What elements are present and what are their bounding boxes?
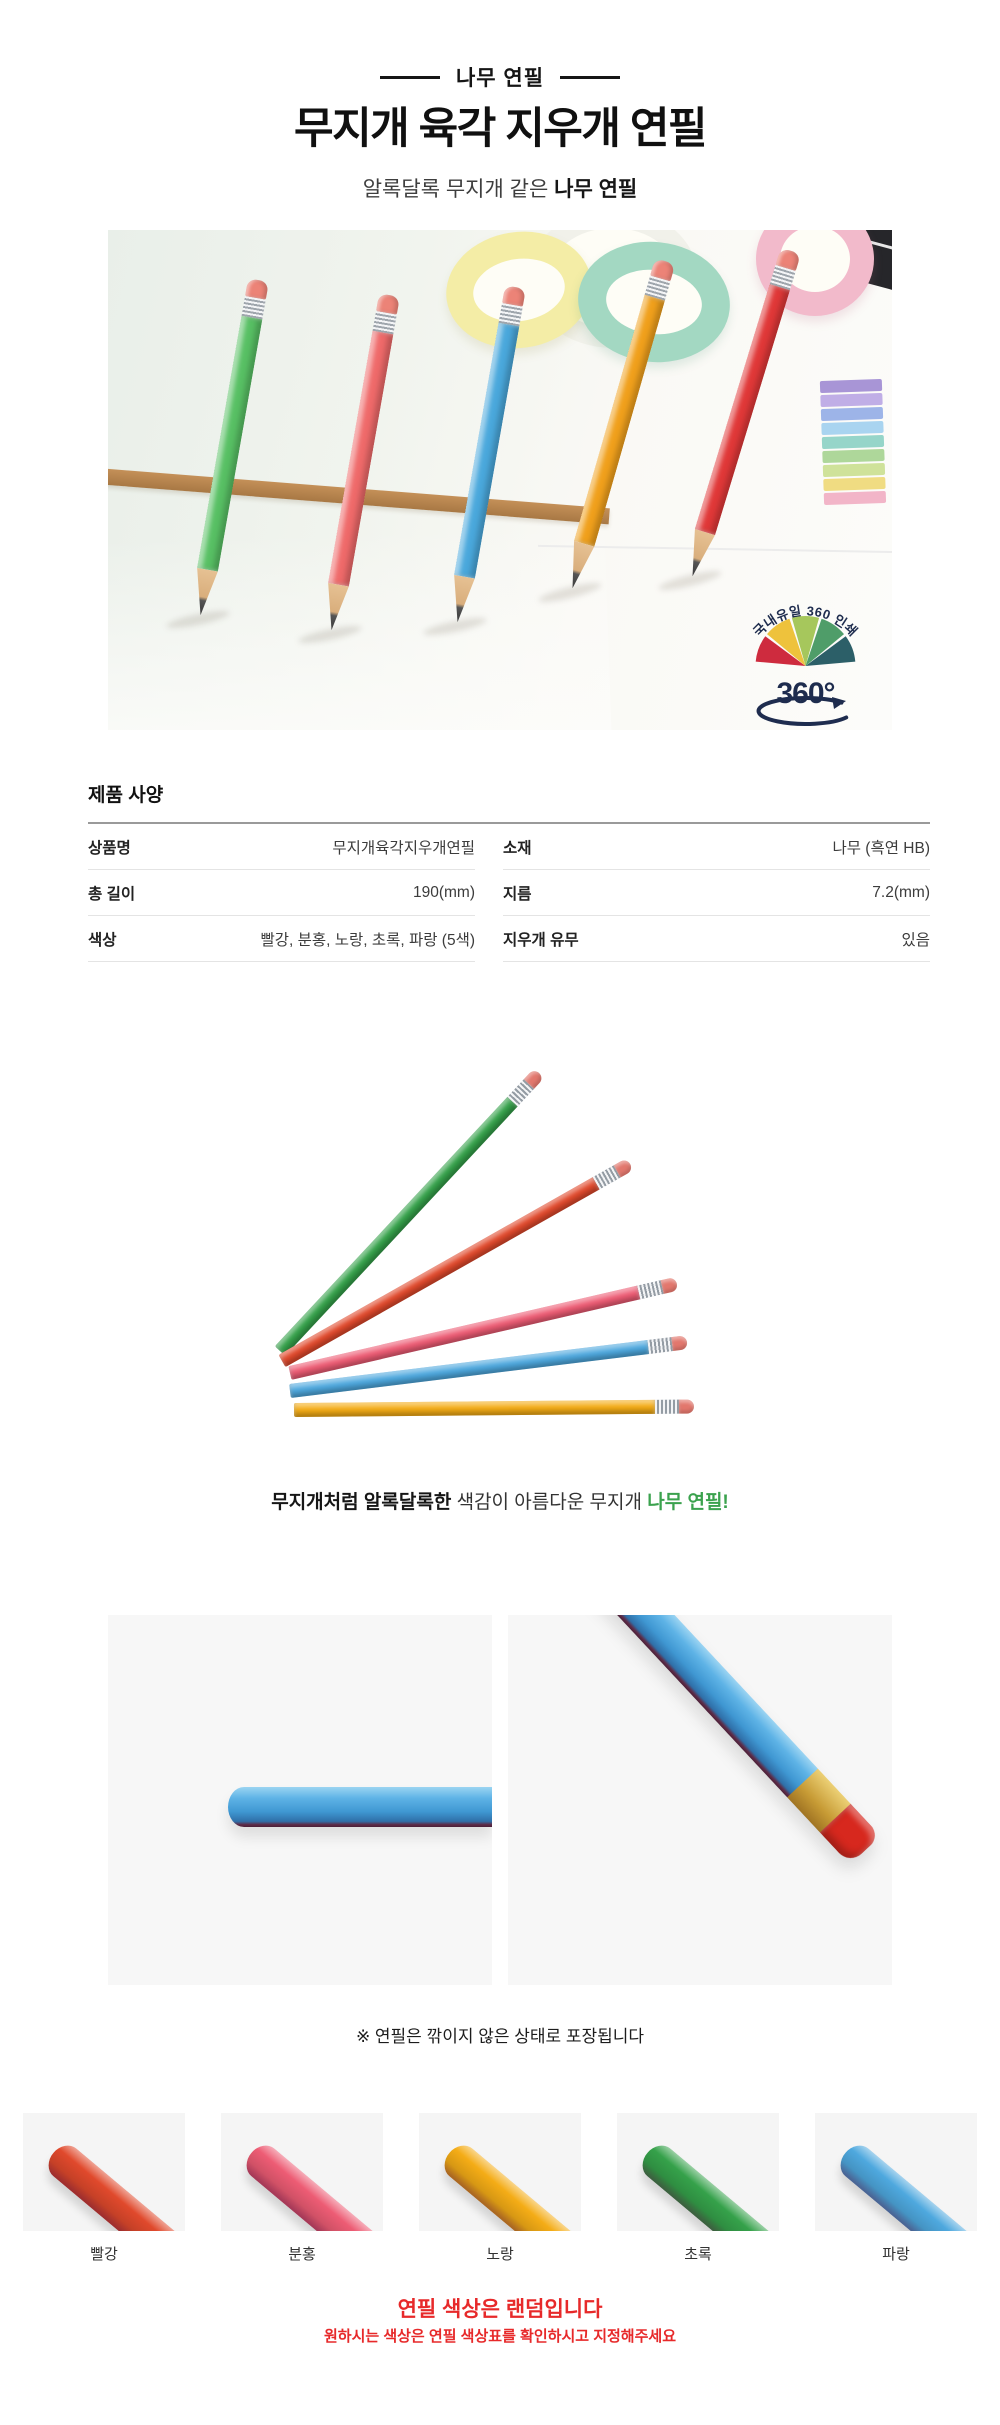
fanned-pencils-image bbox=[250, 1046, 750, 1466]
badge-rotation-arrow bbox=[756, 695, 849, 726]
spec-value: 있음 bbox=[901, 931, 930, 949]
pencil-swatch bbox=[437, 2139, 581, 2231]
color-label: 노랑 bbox=[486, 2246, 514, 2263]
spec-label: 총 길이 bbox=[88, 885, 136, 903]
fan-caption: 무지개처럼 알록달록한 색감이 아름다운 무지개 나무 연필! bbox=[0, 1487, 1000, 1514]
pencil-eraser bbox=[660, 1276, 679, 1294]
category-eyebrow: 나무 연필 bbox=[0, 62, 1000, 92]
sticky-tab bbox=[819, 378, 883, 394]
spec-row: 색상 빨강, 분홍, 노랑, 초록, 파랑 (5색) 지우개 유무 있음 bbox=[88, 916, 930, 962]
color-label: 파랑 bbox=[882, 2246, 910, 2263]
spec-value: 190(mm) bbox=[412, 883, 475, 901]
spec-value: 나무 (흑연 HB) bbox=[832, 839, 930, 857]
badge-360-print: 국내유일 360 인쇄 360° bbox=[750, 603, 860, 726]
color-label: 분홍 bbox=[288, 2246, 316, 2263]
swatch-tile-blue bbox=[815, 2113, 977, 2231]
sticky-tab bbox=[822, 448, 885, 464]
pencil-body bbox=[293, 1399, 656, 1417]
spec-label: 소재 bbox=[503, 839, 532, 857]
pencil-eraser bbox=[671, 1335, 688, 1352]
caption-bold: 무지개처럼 알록달록한 bbox=[271, 1492, 452, 1513]
pencil-swatch bbox=[239, 2139, 383, 2231]
sticky-index-tabs bbox=[819, 378, 887, 507]
pencil-swatch bbox=[41, 2139, 185, 2231]
badge-wedge-lightgreen bbox=[791, 616, 820, 666]
pencil-ferrule bbox=[654, 1399, 680, 1414]
spec-label: 상품명 bbox=[88, 839, 131, 857]
random-color-notice: 연필 색상은 랜덤입니다 bbox=[397, 2298, 603, 2321]
color-swatch-row bbox=[0, 2113, 1000, 2231]
pencil-body bbox=[555, 1615, 818, 1798]
badge-wedge-teal bbox=[805, 636, 856, 666]
fan-pencil-yellow bbox=[293, 1399, 695, 1417]
blue-pencil-eraser-end bbox=[555, 1615, 881, 1865]
badge-wedge-red bbox=[755, 636, 806, 666]
pencil-eraser bbox=[678, 1399, 695, 1414]
eyebrow-label: 나무 연필 bbox=[455, 67, 545, 90]
subtitle-regular: 알록달록 무지개 같은 bbox=[362, 178, 555, 201]
spec-row: 총 길이 190(mm) 지름 7.2(mm) bbox=[88, 870, 930, 916]
blue-pencil-blunt-end bbox=[228, 1787, 492, 1827]
packaging-note: ※ 연필은 깎이지 않은 상태로 포장됩니다 bbox=[355, 2027, 645, 2046]
spec-label: 지름 bbox=[503, 885, 532, 903]
sticky-tab bbox=[821, 434, 885, 450]
eyebrow-dash-right bbox=[560, 75, 621, 79]
fan-pencil-green bbox=[274, 1068, 545, 1356]
sticky-tab bbox=[820, 392, 883, 408]
spec-label: 색상 bbox=[88, 931, 117, 949]
sticky-tab bbox=[823, 490, 887, 506]
pencil-ferrule bbox=[647, 1337, 673, 1354]
sticky-tab bbox=[823, 476, 886, 492]
pencil-body bbox=[274, 1096, 518, 1356]
spec-value: 빨강, 분홍, 노랑, 초록, 파랑 (5색) bbox=[260, 931, 475, 949]
badge-wedge-yellow bbox=[767, 618, 806, 666]
badge-arrowhead bbox=[832, 697, 846, 709]
specs-divider bbox=[88, 822, 930, 824]
fan-pencil-blue bbox=[289, 1335, 688, 1398]
pencil-body bbox=[289, 1340, 650, 1398]
spec-row: 상품명 무지개육각지우개연필 소재 나무 (흑연 HB) bbox=[88, 824, 930, 870]
badge-degree-text: 360° bbox=[776, 677, 834, 710]
hero-product-photo: 국내유일 360 인쇄 360° bbox=[108, 230, 892, 730]
color-label-row: 빨강 분홍 노랑 초록 파랑 bbox=[0, 2243, 1000, 2264]
sticky-tab bbox=[821, 420, 884, 436]
page-title: 무지개 육각 지우개 연필 bbox=[294, 105, 707, 153]
caption-highlight: 나무 연필! bbox=[647, 1492, 729, 1513]
detail-image-unsharpened-end bbox=[108, 1615, 492, 1985]
pencil-ferrule bbox=[637, 1280, 664, 1300]
color-label: 빨강 bbox=[90, 2246, 118, 2263]
swatch-tile-green bbox=[617, 2113, 779, 2231]
specs-heading: 제품 사양 bbox=[88, 785, 164, 806]
spec-label: 지우개 유무 bbox=[503, 931, 579, 949]
page-subtitle: 알록달록 무지개 같은 나무 연필 bbox=[0, 173, 1000, 203]
detail-image-eraser-end bbox=[508, 1615, 892, 1985]
sticky-tab bbox=[820, 406, 884, 422]
spec-value: 7.2(mm) bbox=[872, 883, 930, 901]
color-label: 초록 bbox=[684, 2246, 712, 2263]
caption-regular: 색감이 아름다운 무지개 bbox=[451, 1492, 648, 1513]
swatch-tile-pink bbox=[221, 2113, 383, 2231]
eyebrow-dash-left bbox=[379, 75, 440, 79]
spec-value: 무지개육각지우개연필 bbox=[332, 839, 475, 857]
sticky-tab bbox=[822, 462, 886, 478]
swatch-tile-red bbox=[23, 2113, 185, 2231]
swatch-tile-yellow bbox=[419, 2113, 581, 2231]
pencil-swatch bbox=[635, 2139, 779, 2231]
product-specs-section: 제품 사양 상품명 무지개육각지우개연필 소재 나무 (흑연 HB) 총 길이 … bbox=[88, 780, 930, 962]
color-chart-notice: 원하시는 색상은 연필 색상표를 확인하시고 지정해주세요 bbox=[323, 2328, 677, 2345]
subtitle-bold: 나무 연필 bbox=[554, 178, 638, 201]
pencil-swatch bbox=[833, 2139, 977, 2231]
badge-wedge-green bbox=[805, 618, 844, 666]
